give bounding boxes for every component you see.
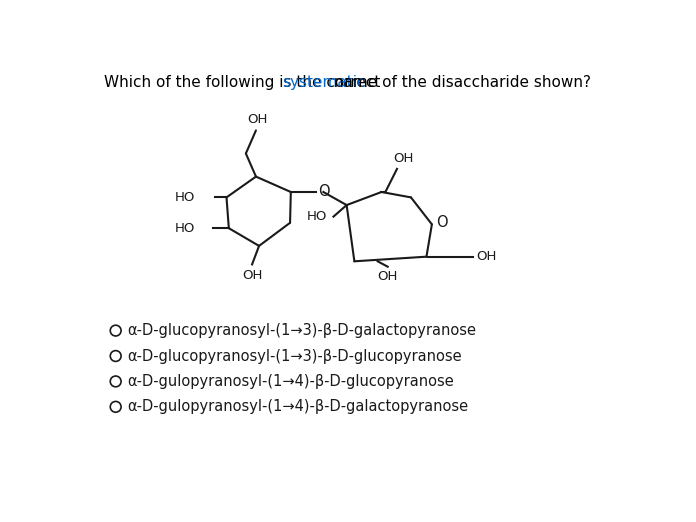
- Text: systematic: systematic: [282, 75, 365, 90]
- Text: OH: OH: [377, 270, 398, 283]
- Text: OH: OH: [393, 151, 413, 164]
- Text: HO: HO: [307, 210, 327, 223]
- Text: α-D-gulopyranosyl-(1→4)-β-D-galactopyranose: α-D-gulopyranosyl-(1→4)-β-D-galactopyran…: [127, 399, 468, 414]
- Text: α-D-gulopyranosyl-(1→4)-β-D-glucopyranose: α-D-gulopyranosyl-(1→4)-β-D-glucopyranos…: [127, 374, 454, 389]
- Text: HO: HO: [175, 191, 195, 204]
- Text: α-D-glucopyranosyl-(1→3)-β-D-galactopyranose: α-D-glucopyranosyl-(1→3)-β-D-galactopyra…: [127, 323, 476, 338]
- Text: α-D-glucopyranosyl-(1→3)-β-D-glucopyranose: α-D-glucopyranosyl-(1→3)-β-D-glucopyrano…: [127, 349, 462, 363]
- Text: HO: HO: [175, 222, 195, 235]
- Text: O: O: [318, 184, 330, 199]
- Text: name of the disaccharide shown?: name of the disaccharide shown?: [329, 75, 591, 90]
- Text: Which of the following is the correct: Which of the following is the correct: [104, 75, 386, 90]
- Text: OH: OH: [476, 250, 496, 263]
- Text: OH: OH: [242, 269, 262, 282]
- Text: O: O: [436, 215, 448, 230]
- Text: OH: OH: [247, 113, 268, 126]
